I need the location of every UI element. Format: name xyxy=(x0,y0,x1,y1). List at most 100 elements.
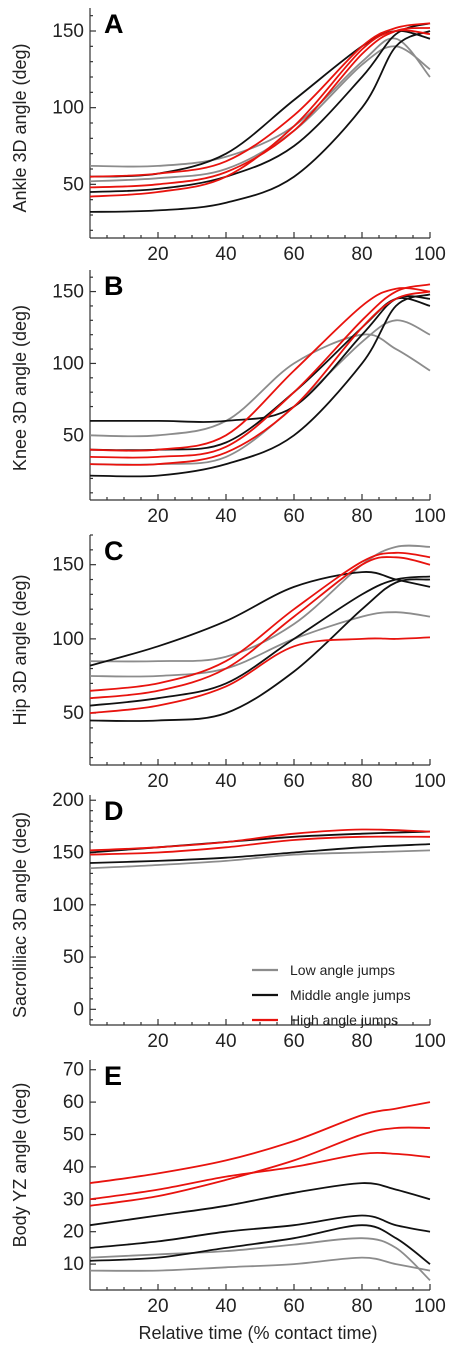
panel-label: D xyxy=(104,796,124,826)
y-tick-label: 100 xyxy=(52,98,84,119)
panel-a: 50 100 150 20 40 60 80 100 A Ankle 3D angle (deg) xyxy=(10,8,446,265)
x-tick-label: 40 xyxy=(215,771,236,792)
y-axis-label: Body YZ angle (deg) xyxy=(10,1083,30,1248)
y-tick-label: 0 xyxy=(73,999,84,1020)
x-tick-label: 60 xyxy=(283,771,304,792)
y-tick-label: 30 xyxy=(63,1189,84,1210)
x-tick-label: 80 xyxy=(351,1296,372,1317)
panel-label: B xyxy=(104,271,124,301)
series-line-low xyxy=(89,1237,431,1281)
y-tick-label: 50 xyxy=(63,174,84,195)
series-line-high xyxy=(89,22,431,178)
x-tick-label: 20 xyxy=(147,506,168,527)
x-tick-label: 80 xyxy=(351,771,372,792)
legend-label: Middle angle jumps xyxy=(290,987,411,1003)
series-line-high xyxy=(89,287,431,452)
x-tick-label: 40 xyxy=(215,1296,236,1317)
x-tick-label: 20 xyxy=(147,244,168,265)
y-tick-label: 50 xyxy=(63,425,84,446)
series-line-middle xyxy=(89,1224,431,1265)
x-tick-label: 40 xyxy=(215,244,236,265)
x-tick-label: 60 xyxy=(283,1296,304,1317)
series-line-high xyxy=(89,1126,431,1207)
x-tick-label: 60 xyxy=(283,1031,304,1052)
legend-item: High angle jumps xyxy=(252,1012,398,1028)
y-axis-label: Hip 3D angle (deg) xyxy=(10,574,30,725)
series-line-middle xyxy=(89,575,431,707)
series-line-high xyxy=(89,828,431,852)
y-tick-label: 200 xyxy=(52,790,84,811)
y-tick-label: 60 xyxy=(63,1092,84,1113)
panel-d: 0 50 100 150 200 20 40 60 80 100 D Sacroliliac 3D a… xyxy=(10,790,446,1052)
series-line-high xyxy=(89,283,431,459)
series-line-low xyxy=(89,849,431,870)
y-tick-label: 150 xyxy=(52,282,84,303)
y-tick-label: 70 xyxy=(63,1060,84,1081)
series-line-low xyxy=(89,333,431,438)
series-line-middle xyxy=(89,297,431,452)
y-tick-label: 10 xyxy=(63,1254,84,1275)
y-tick-label: 150 xyxy=(52,555,84,576)
panel-label: A xyxy=(104,9,124,39)
y-tick-label: 40 xyxy=(63,1157,84,1178)
series-line-low xyxy=(89,544,431,663)
series-line-high xyxy=(89,556,431,700)
x-axis-label: Relative time (% contact time) xyxy=(138,1323,377,1343)
panel-c: 50 100 150 20 40 60 80 100 C Hip 3D angle (deg) xyxy=(10,534,446,792)
panel-b: 50 100 150 20 40 60 80 100 B Knee 3D angle (deg) xyxy=(10,270,446,527)
series-line-high xyxy=(89,1151,431,1201)
series-line-middle xyxy=(89,30,431,213)
x-tick-label: 100 xyxy=(414,1296,446,1317)
y-axis-label: Sacroliliac 3D angle (deg) xyxy=(10,812,30,1018)
legend-item: Low angle jumps xyxy=(252,962,395,978)
x-tick-label: 80 xyxy=(351,244,372,265)
y-tick-label: 100 xyxy=(52,353,84,374)
y-tick-label: 50 xyxy=(63,703,84,724)
legend: Low angle jumps Middle angle jumps High an… xyxy=(252,962,411,1028)
y-tick-label: 100 xyxy=(52,895,84,916)
y-tick-label: 100 xyxy=(52,629,84,650)
y-tick-label: 50 xyxy=(63,1125,84,1146)
panel-label: C xyxy=(104,536,124,566)
x-tick-label: 100 xyxy=(414,244,446,265)
series-line-low xyxy=(89,45,431,183)
panel-label: E xyxy=(104,1061,122,1091)
series-line-middle xyxy=(89,22,431,193)
series-line-high xyxy=(89,29,431,198)
x-tick-label: 20 xyxy=(147,1296,168,1317)
x-tick-label: 40 xyxy=(215,506,236,527)
legend-label: High angle jumps xyxy=(290,1012,398,1028)
y-tick-label: 20 xyxy=(63,1222,84,1243)
y-tick-label: 50 xyxy=(63,947,84,968)
series-line-middle xyxy=(89,830,431,854)
series-line-high xyxy=(89,1101,431,1184)
series-line-middle xyxy=(89,843,431,864)
series-line-high xyxy=(89,636,431,714)
y-axis-label: Ankle 3D angle (deg) xyxy=(10,43,30,212)
series-line-low xyxy=(89,37,431,168)
y-axis-label: Knee 3D angle (deg) xyxy=(10,305,30,471)
legend-item: Middle angle jumps xyxy=(252,987,411,1003)
series-line-middle xyxy=(89,1214,431,1249)
series-line-middle xyxy=(89,293,431,478)
y-tick-label: 150 xyxy=(52,21,84,42)
series-line-middle xyxy=(89,578,431,722)
x-tick-label: 80 xyxy=(351,506,372,527)
x-tick-label: 100 xyxy=(414,1031,446,1052)
x-tick-label: 40 xyxy=(215,1031,236,1052)
series-line-middle xyxy=(89,1182,431,1227)
legend-label: Low angle jumps xyxy=(290,962,395,978)
y-tick-label: 150 xyxy=(52,843,84,864)
panel-e: 10 20 30 40 50 60 70 20 40 60 80 100 E Body YZ angle … xyxy=(10,1060,446,1317)
x-tick-label: 60 xyxy=(283,506,304,527)
x-tick-label: 100 xyxy=(414,771,446,792)
x-tick-label: 100 xyxy=(414,506,446,527)
series-line-high xyxy=(89,290,431,466)
x-tick-label: 20 xyxy=(147,771,168,792)
series-line-high xyxy=(89,551,431,692)
x-tick-label: 60 xyxy=(283,244,304,265)
series-line-high xyxy=(89,835,431,856)
x-tick-label: 20 xyxy=(147,1031,168,1052)
series-line-middle xyxy=(90,295,431,423)
